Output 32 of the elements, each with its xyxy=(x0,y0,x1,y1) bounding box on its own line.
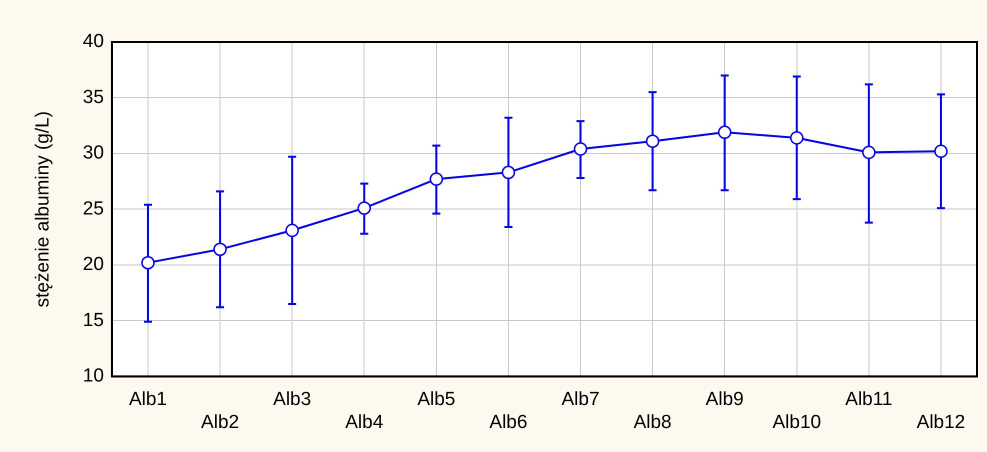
x-tick-label: Alb5 xyxy=(417,389,456,410)
point xyxy=(285,224,299,238)
x-tick-label: Alb4 xyxy=(345,412,384,433)
y-tick-label: 30 xyxy=(82,142,104,164)
point xyxy=(430,172,444,186)
point xyxy=(718,126,732,140)
y-tick-label: 20 xyxy=(82,254,104,276)
x-tick-label: Alb9 xyxy=(706,389,744,410)
y-tick-label: 15 xyxy=(82,310,104,331)
x-tick-label: Alb10 xyxy=(772,412,822,433)
point xyxy=(934,144,948,158)
y-tick-label: 35 xyxy=(82,86,104,108)
y-tick-label: 25 xyxy=(82,198,104,220)
point xyxy=(357,201,371,215)
x-tick-label: Alb3 xyxy=(273,389,312,410)
x-tick-label: Alb7 xyxy=(561,389,600,410)
x-tick-label: Alb11 xyxy=(845,389,892,410)
x-tick-label: Alb1 xyxy=(128,389,167,410)
point xyxy=(574,142,588,156)
point xyxy=(646,134,660,148)
x-tick-label: Alb6 xyxy=(489,412,528,433)
y-tick-label: 40 xyxy=(82,31,104,52)
y-tick-label: 10 xyxy=(82,366,104,387)
y-axis-title: stężenie albuminy (g/L) xyxy=(32,110,54,308)
point xyxy=(502,166,516,180)
point xyxy=(790,131,804,145)
x-tick-label: Alb8 xyxy=(634,412,672,433)
x-tick-label: Alb12 xyxy=(916,412,966,433)
x-tick-label: Alb2 xyxy=(201,412,240,433)
point xyxy=(141,256,155,270)
point xyxy=(862,146,876,160)
point xyxy=(213,242,227,256)
